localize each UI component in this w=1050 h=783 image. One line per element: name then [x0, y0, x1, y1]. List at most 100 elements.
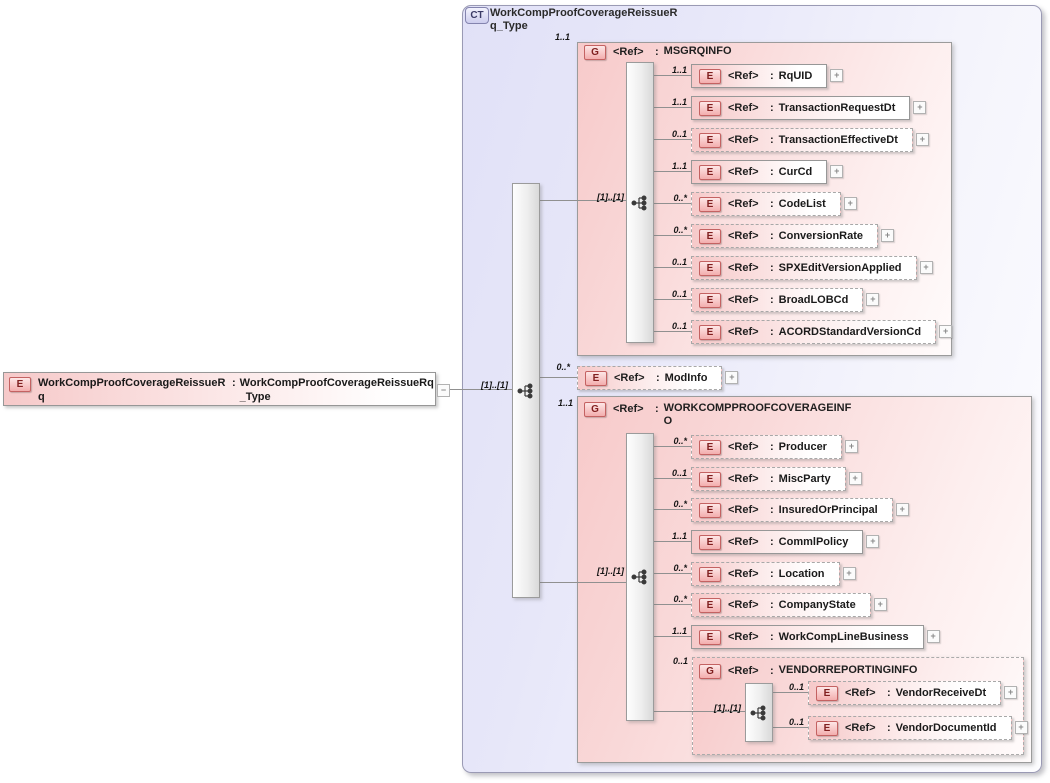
element-box-vendordocumentid[interactable]: E <Ref> : VendorDocumentId +: [808, 716, 1028, 740]
element-icon: E: [9, 377, 31, 392]
type-separator: :: [770, 70, 774, 82]
type-separator: :: [770, 134, 774, 146]
cardinality-label: 0..1: [672, 656, 688, 666]
expand-icon[interactable]: +: [919, 261, 933, 274]
expand-icon[interactable]: +: [725, 371, 739, 384]
element-box-curcd[interactable]: E <Ref> : CurCd +: [691, 160, 844, 184]
element-icon: E: [699, 228, 721, 244]
element-box-commlpolicy[interactable]: E <Ref> : CommlPolicy +: [691, 530, 880, 554]
connector-line: [654, 331, 691, 332]
sequence-compositor-msgrqinfo[interactable]: [626, 62, 654, 343]
ref-label: <Ref>: [728, 599, 759, 611]
cardinality-label: 0..1: [788, 717, 804, 727]
group-header-workcompproofcoverageinfo[interactable]: G <Ref> : WORKCOMPPROOFCOVERAGEINFO: [584, 402, 854, 428]
connector-line: [773, 727, 808, 728]
expand-icon[interactable]: +: [913, 101, 927, 114]
element-box-location[interactable]: E <Ref> : Location +: [691, 562, 856, 586]
expand-icon[interactable]: +: [844, 440, 858, 453]
connector-line: [654, 139, 691, 140]
expand-icon[interactable]: +: [866, 535, 880, 548]
expand-icon[interactable]: +: [866, 293, 880, 306]
expand-icon[interactable]: +: [848, 472, 862, 485]
connector-line: [540, 377, 577, 378]
element-box-vendorreceivedt[interactable]: E <Ref> : VendorReceiveDt +: [808, 681, 1018, 705]
expand-icon[interactable]: +: [939, 325, 953, 338]
group-icon: G: [584, 402, 606, 417]
element-name: CodeList: [778, 198, 826, 210]
group-header-msgrqinfo[interactable]: G <Ref> : MSGRQINFO: [584, 45, 732, 60]
element-box-broadlobcd[interactable]: E <Ref> : BroadLOBCd +: [691, 288, 880, 312]
sequence-icon: [631, 569, 647, 585]
type-separator: :: [770, 230, 774, 242]
collapse-icon[interactable]: −: [437, 384, 450, 397]
element-icon: E: [699, 196, 721, 212]
expand-icon[interactable]: +: [881, 229, 895, 242]
expand-icon[interactable]: +: [830, 69, 844, 82]
expand-icon[interactable]: +: [830, 165, 844, 178]
element-name: VendorReceiveDt: [895, 687, 987, 699]
connector-line: [654, 235, 691, 236]
cardinality-label: 0..1: [671, 129, 687, 139]
element-box-miscparty[interactable]: E <Ref> : MiscParty +: [691, 467, 862, 491]
type-separator: :: [770, 102, 774, 114]
element-box-companystate[interactable]: E <Ref> : CompanyState +: [691, 593, 887, 617]
element-box-conversionrate[interactable]: E <Ref> : ConversionRate +: [691, 224, 895, 248]
element-box-acordstandardversioncd[interactable]: E <Ref> : ACORDStandardVersionCd +: [691, 320, 953, 344]
connector-line: [654, 711, 745, 712]
expand-icon[interactable]: +: [926, 630, 940, 643]
expand-icon[interactable]: +: [1014, 721, 1028, 734]
element-box-rquid[interactable]: E <Ref> : RqUID +: [691, 64, 844, 88]
element-icon: E: [699, 471, 721, 487]
element-box-workcomplinebusiness[interactable]: E <Ref> : WorkCompLineBusiness +: [691, 625, 940, 649]
connector-line: [540, 582, 626, 583]
connector-line: [450, 389, 512, 390]
type-separator: :: [770, 536, 774, 548]
expand-icon[interactable]: +: [873, 598, 887, 611]
sequence-icon: [631, 195, 647, 211]
group-name: VENDORREPORTINGINFO: [778, 664, 918, 676]
cardinality-label: 1..1: [671, 626, 687, 636]
element-box-producer[interactable]: E <Ref> : Producer +: [691, 435, 858, 459]
expand-icon[interactable]: +: [915, 133, 929, 146]
type-separator: :: [770, 294, 774, 306]
cardinality-label: 0..*: [673, 225, 687, 235]
connector-line: [654, 299, 691, 300]
cardinality-label: 0..1: [671, 257, 687, 267]
type-separator: :: [770, 198, 774, 210]
connector-line: [654, 478, 691, 479]
expand-icon[interactable]: +: [895, 503, 909, 516]
element-name: RqUID: [778, 70, 813, 82]
element-box-modinfo[interactable]: E <Ref> : ModInfo +: [577, 366, 739, 390]
element-box-codelist[interactable]: E <Ref> : CodeList +: [691, 192, 857, 216]
element-box-insuredorprincipal[interactable]: E <Ref> : InsuredOrPrincipal +: [691, 498, 909, 522]
type-separator: :: [655, 403, 659, 415]
element-name: InsuredOrPrincipal: [778, 504, 878, 516]
connector-line: [654, 171, 691, 172]
expand-icon[interactable]: +: [843, 197, 857, 210]
type-separator: :: [232, 377, 236, 389]
sequence-compositor-vendorinfo[interactable]: [745, 683, 773, 742]
group-header-vendorreportinginfo[interactable]: G <Ref> : VENDORREPORTINGINFO: [699, 664, 917, 679]
expand-icon[interactable]: +: [1004, 686, 1018, 699]
type-separator: :: [887, 722, 891, 734]
element-icon: E: [699, 597, 721, 613]
sequence-compositor-main[interactable]: [512, 183, 540, 598]
root-element-box[interactable]: E WorkCompProofCoverageReissueRq : WorkC…: [3, 372, 436, 406]
ref-label: <Ref>: [845, 687, 876, 699]
element-box-transactioneffectivedt[interactable]: E <Ref> : TransactionEffectiveDt +: [691, 128, 929, 152]
root-element-name: WorkCompProofCoverageReissueRq: [38, 377, 226, 403]
element-icon: E: [699, 534, 721, 550]
ref-label: <Ref>: [728, 102, 759, 114]
sequence-icon: [517, 383, 533, 399]
type-separator: :: [770, 599, 774, 611]
complex-type-icon: CT: [465, 7, 489, 24]
ref-label: <Ref>: [728, 568, 759, 580]
ref-label: <Ref>: [728, 631, 759, 643]
expand-icon[interactable]: +: [842, 567, 856, 580]
sequence-compositor-workcompinfo[interactable]: [626, 433, 654, 721]
element-icon: E: [699, 502, 721, 518]
element-icon: E: [699, 629, 721, 645]
element-box-spxeditversionapplied[interactable]: E <Ref> : SPXEditVersionApplied +: [691, 256, 933, 280]
element-box-transactionrequestdt[interactable]: E <Ref> : TransactionRequestDt +: [691, 96, 927, 120]
